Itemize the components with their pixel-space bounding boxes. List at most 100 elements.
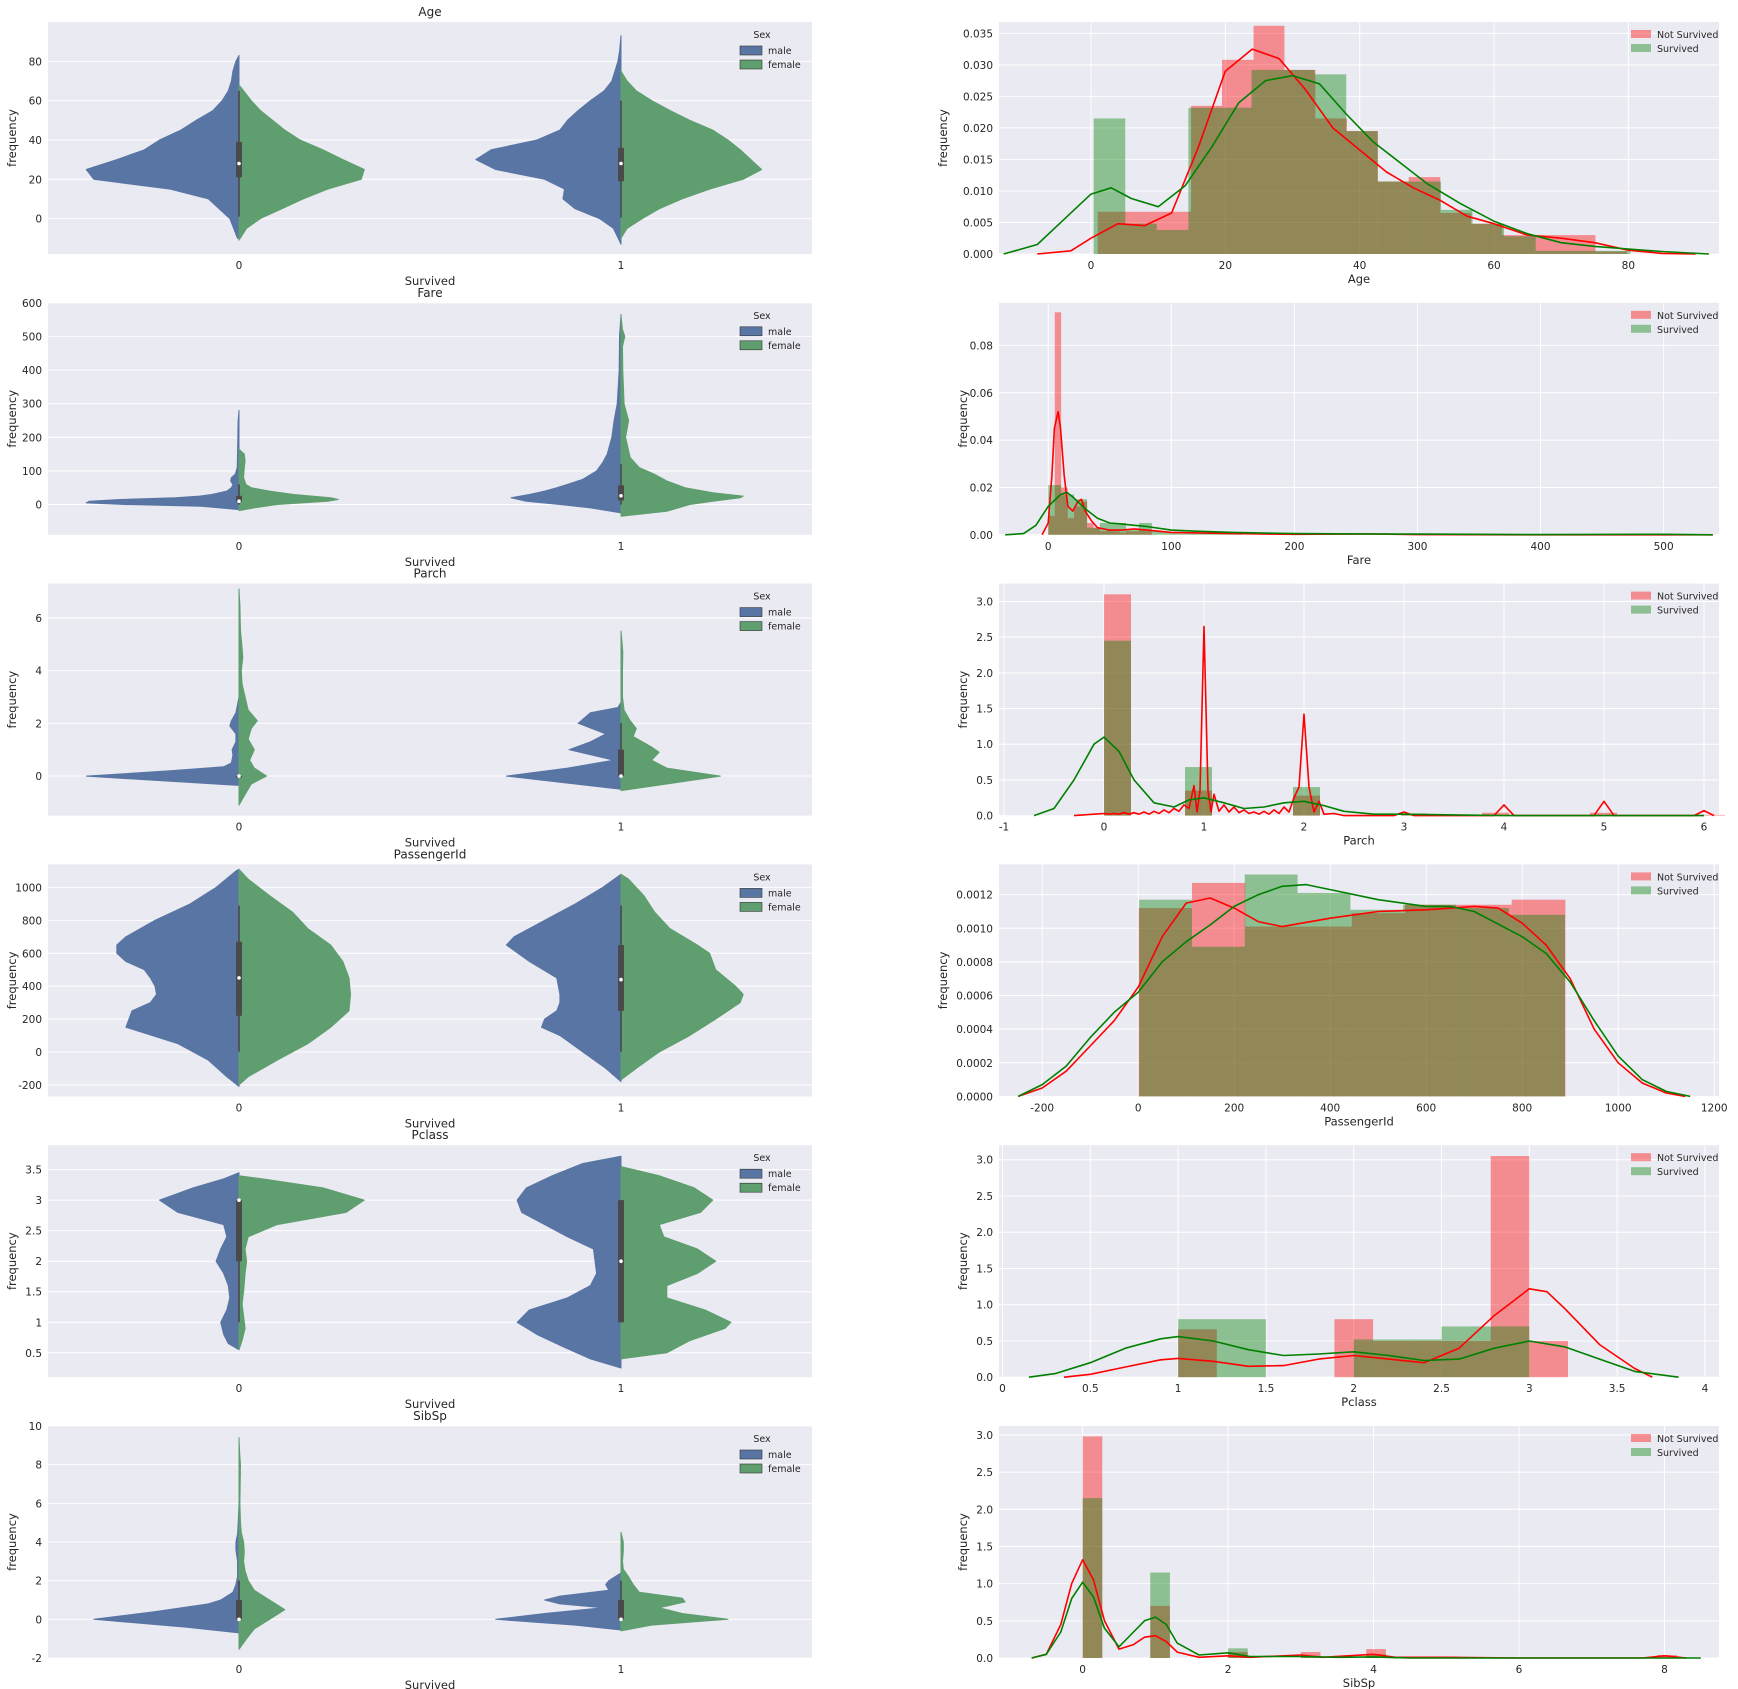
- legend-swatch-female: [739, 59, 763, 70]
- violin-male-1: [505, 873, 622, 1083]
- histogram-chart-2: 0.0 0.5 1.0 1.5 2.0 2.5 3.0 frequency -1 0 1 2 3 4 5 6 P…: [956, 583, 1725, 848]
- bar-survived: [1093, 118, 1126, 255]
- y-tick-label: 0: [35, 1614, 42, 1626]
- violin-median: [237, 161, 241, 166]
- plot-area: [999, 22, 1719, 254]
- bar-survived: [1244, 874, 1298, 1097]
- y-tick-label: 0: [35, 214, 42, 226]
- bar-not-survived: [1351, 913, 1406, 1097]
- violin-female-0: [238, 448, 339, 512]
- x-tick-label: 0: [1045, 541, 1052, 553]
- kde-line-not-survived: [1017, 897, 1686, 1098]
- x-tick-label: 1.5: [1258, 1383, 1275, 1395]
- y-tick-label: 3.0: [976, 1155, 993, 1167]
- bar-survived: [1215, 534, 1230, 535]
- legend-title: Sex: [753, 872, 771, 883]
- y-tick-label: 0: [35, 1047, 42, 1059]
- y-tick-label: 2.5: [976, 1191, 993, 1203]
- bar-survived: [1251, 69, 1284, 254]
- violin-chart-5: -2 0 2 4 6 8 10 frequency 0 1 Survived SibSp Sex male…: [5, 1409, 812, 1689]
- bar-not-survived: [1245, 926, 1299, 1097]
- y-tick-label: 3: [35, 1195, 42, 1207]
- x-tick-label: 3: [1526, 1383, 1533, 1395]
- bar-survived: [1191, 946, 1245, 1097]
- y-axis-label: frequency: [956, 390, 970, 448]
- x-tick-label: 200: [1224, 1102, 1244, 1114]
- x-tick-label: 1200: [1701, 1102, 1728, 1114]
- legend-swatch-female: [739, 621, 763, 631]
- bar-not-survived: [1533, 235, 1565, 254]
- bar-not-survived: [1132, 531, 1139, 535]
- x-tick-label: 4: [1702, 1383, 1709, 1395]
- x-axis-label: Pclass: [1341, 1395, 1376, 1409]
- y-tick-label: 4: [35, 1537, 42, 1549]
- y-tick-label: 2.0: [976, 1227, 993, 1239]
- bar-survived: [1403, 904, 1456, 1097]
- bar-not-survived: [1408, 177, 1441, 254]
- kde-line-survived: [1033, 736, 1704, 817]
- legend-title: Sex: [753, 1434, 771, 1445]
- bar-survived: [1366, 1654, 1386, 1658]
- x-axis-label: PassengerId: [1324, 1114, 1394, 1128]
- bar-survived: [1350, 909, 1404, 1097]
- x-tick-label: 3: [1401, 822, 1408, 834]
- y-tick-label: 0.0006: [956, 991, 993, 1003]
- bar-not-survived: [1126, 531, 1133, 535]
- bar-survived: [1104, 640, 1131, 816]
- bar-not-survived: [1377, 181, 1409, 254]
- x-axis-label: Survived: [405, 274, 456, 288]
- legend-label: female: [768, 622, 801, 633]
- y-tick-label: 2: [35, 1576, 42, 1588]
- chart-title: Pclass: [411, 1128, 448, 1142]
- y-tick-label: 2.0: [976, 1504, 993, 1516]
- legend-swatch-not-survived: [1631, 30, 1651, 38]
- x-tick-label: 0: [236, 1383, 243, 1395]
- violin-median: [619, 161, 623, 166]
- legend-label: Survived: [1657, 1448, 1699, 1459]
- bar-not-survived: [1061, 487, 1068, 535]
- legend-label: Not Survived: [1657, 311, 1718, 322]
- y-tick-label: 10: [29, 1421, 42, 1433]
- bar-not-survived: [1067, 518, 1075, 535]
- bar-survived: [1228, 1648, 1248, 1658]
- y-tick-label: 1.0: [976, 1300, 993, 1312]
- violin-median: [619, 774, 623, 778]
- bar-survived: [1346, 131, 1378, 254]
- legend-swatch-not-survived: [1631, 1434, 1651, 1442]
- x-axis-label: Survived: [405, 836, 456, 850]
- legend-label: male: [768, 1450, 792, 1461]
- legend-swatch-male: [739, 1168, 763, 1179]
- violin-median: [237, 1198, 241, 1202]
- bar-not-survived: [1119, 532, 1127, 535]
- legend-label: male: [768, 1169, 792, 1180]
- legend-label: male: [768, 327, 792, 338]
- legend-label: female: [768, 1183, 801, 1194]
- x-tick-label: -1: [999, 822, 1009, 834]
- bar-survived: [1150, 1572, 1170, 1658]
- legend-swatch-male: [739, 888, 763, 898]
- y-tick-label: 2: [35, 1256, 42, 1268]
- x-tick-label: 1: [618, 1664, 625, 1676]
- bar-not-survived: [1315, 118, 1347, 255]
- bar-survived: [1126, 530, 1139, 535]
- chart-title: Age: [418, 5, 441, 19]
- y-tick-label: 0.0004: [956, 1024, 993, 1036]
- x-axis-label: Age: [1348, 272, 1370, 286]
- violin-box: [236, 1200, 242, 1262]
- bar-survived: [1504, 236, 1536, 254]
- violin-male-1: [505, 701, 622, 790]
- violin-female-0: [238, 588, 267, 806]
- bar-survived: [1472, 223, 1505, 254]
- y-tick-label: 0.5: [25, 1348, 42, 1360]
- bar-survived: [1297, 892, 1351, 1097]
- bar-survived: [1598, 250, 1631, 254]
- kde-line-survived: [1028, 1335, 1679, 1378]
- violin-chart-4: 0.5 1 1.5 2 2.5 3 3.5 frequency 0 1 Survived Pclass…: [5, 1128, 812, 1411]
- x-tick-label: 1000: [1605, 1102, 1632, 1114]
- y-tick-label: 100: [22, 466, 42, 478]
- x-tick-label: 20: [1219, 260, 1232, 272]
- bar-not-survived: [1300, 1652, 1321, 1658]
- legend-label: Not Survived: [1657, 1434, 1718, 1445]
- y-tick-label: 600: [22, 298, 42, 310]
- y-tick-label: 0.08: [970, 340, 993, 352]
